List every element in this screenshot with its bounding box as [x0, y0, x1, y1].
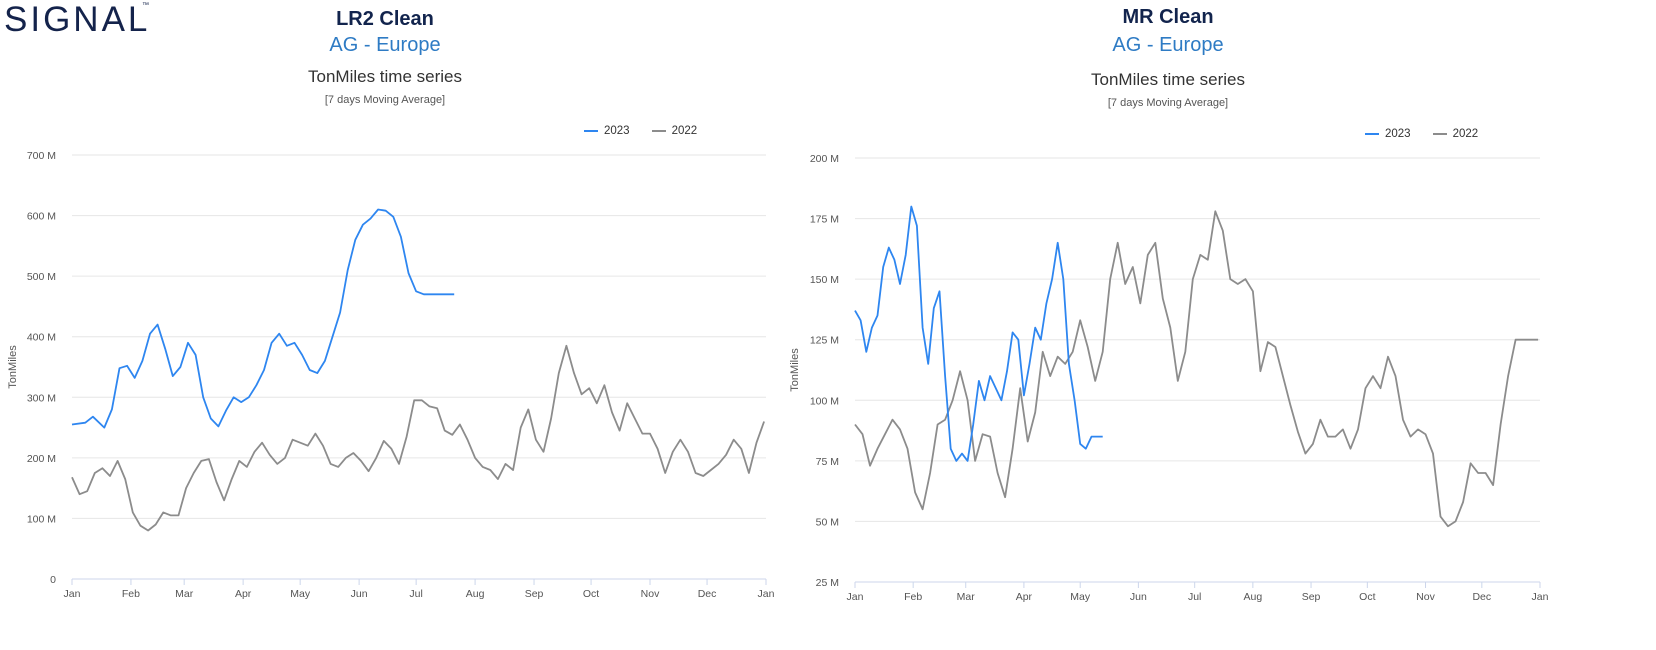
x-tick-label: May — [1070, 591, 1091, 603]
x-tick-label: Jul — [409, 588, 422, 600]
chart-panel-mr: MR Clean AG - Europe TonMiles time serie… — [780, 0, 1656, 650]
logo-trademark: ™ — [142, 2, 149, 9]
x-tick-label: Nov — [641, 588, 660, 600]
logo-text: SIGNAL — [4, 0, 151, 39]
y-tick-label: 50 M — [816, 516, 839, 528]
x-tick-label: Mar — [175, 588, 194, 600]
x-tick-label: Jan — [758, 588, 775, 600]
y-tick-label: 100 M — [810, 395, 839, 407]
chart-note: [7 days Moving Average] — [324, 94, 446, 106]
legend-swatch-2023 — [1365, 133, 1379, 135]
x-tick-label: Mar — [957, 591, 976, 603]
series-line-2023 — [854, 205, 1103, 462]
legend-swatch-2022 — [1432, 133, 1447, 135]
y-tick-label: 25 M — [816, 577, 839, 589]
y-axis-title: TonMiles — [7, 345, 19, 389]
legend-swatch-2023 — [584, 130, 598, 132]
x-tick-label: Dec — [1472, 591, 1491, 603]
x-tick-label: Jun — [351, 588, 368, 600]
y-tick-label: 200 M — [27, 453, 56, 465]
legend-item-2023[interactable]: 2023 — [1365, 128, 1411, 140]
y-tick-label: 600 M — [27, 211, 56, 223]
legend-label-2023: 2023 — [604, 125, 630, 137]
legend-item-2022[interactable]: 2022 — [1432, 128, 1479, 140]
line-chart-lr2: 0 100 M 200 M 300 M 400 M 500 M 600 M 700 M Jan F… — [7, 150, 775, 600]
y-axis-title: TonMiles — [789, 348, 801, 392]
chart-panel-lr2: LR2 Clean AG - Europe TonMiles time seri… — [0, 0, 780, 650]
legend-item-2022[interactable]: 2022 — [651, 125, 698, 137]
y-tick-label: 100 M — [27, 513, 56, 525]
series-line-2022 — [71, 344, 765, 532]
y-tick-label: 700 M — [27, 150, 56, 162]
x-tick-label: May — [290, 588, 311, 600]
y-tick-label: 0 — [50, 574, 56, 586]
x-tick-label: Aug — [1244, 591, 1263, 603]
y-tick-label: 500 M — [27, 271, 56, 283]
x-tick-label: Feb — [122, 588, 140, 600]
x-tick-label: Jul — [1188, 591, 1201, 603]
y-tick-label: 75 M — [816, 456, 839, 468]
legend-label-2022: 2022 — [1452, 128, 1479, 140]
y-tick-label: 175 M — [810, 214, 839, 226]
x-tick-label: Jun — [1130, 591, 1147, 603]
x-tick-label: Feb — [904, 591, 922, 603]
legend-label-2022: 2022 — [671, 125, 698, 137]
chart-legend[interactable]: 2023 2022 — [1365, 128, 1478, 140]
chart-title: MR Clean — [1122, 6, 1214, 28]
x-tick-label: Apr — [1016, 591, 1033, 603]
x-tick-label: Nov — [1416, 591, 1435, 603]
x-tick-label: Oct — [583, 588, 599, 600]
chart-subtitle: AG - Europe — [329, 34, 441, 56]
line-chart-mr: 25 M 50 M 75 M 100 M 125 M 150 M 175 M 200 M Jan… — [789, 153, 1549, 603]
y-tick-label: 200 M — [810, 153, 839, 165]
x-tick-label: Aug — [466, 588, 485, 600]
x-tick-label: Jan — [1532, 591, 1549, 603]
series-line-2023 — [71, 208, 455, 429]
x-tick-label: Dec — [698, 588, 717, 600]
signal-logo: SIGNAL ™ — [4, 0, 154, 40]
chart-series-title: TonMiles time series — [308, 67, 462, 86]
x-tick-label: Apr — [235, 588, 252, 600]
y-tick-label: 400 M — [27, 332, 56, 344]
x-tick-label: Jan — [64, 588, 81, 600]
x-tick-label: Jan — [847, 591, 864, 603]
x-tick-label: Oct — [1359, 591, 1375, 603]
chart-title: LR2 Clean — [336, 8, 434, 30]
y-tick-label: 300 M — [27, 392, 56, 404]
x-tick-label: Sep — [525, 588, 544, 600]
chart-series-title: TonMiles time series — [1091, 70, 1245, 89]
y-tick-label: 150 M — [810, 274, 839, 286]
chart-legend[interactable]: 2023 2022 — [584, 125, 697, 137]
y-tick-label: 125 M — [810, 335, 839, 347]
chart-note: [7 days Moving Average] — [1107, 97, 1229, 109]
series-line-2022 — [854, 210, 1539, 528]
chart-subtitle: AG - Europe — [1112, 34, 1224, 56]
x-tick-label: Sep — [1302, 591, 1321, 603]
legend-item-2023[interactable]: 2023 — [584, 125, 630, 137]
legend-swatch-2022 — [651, 130, 666, 132]
legend-label-2023: 2023 — [1385, 128, 1411, 140]
